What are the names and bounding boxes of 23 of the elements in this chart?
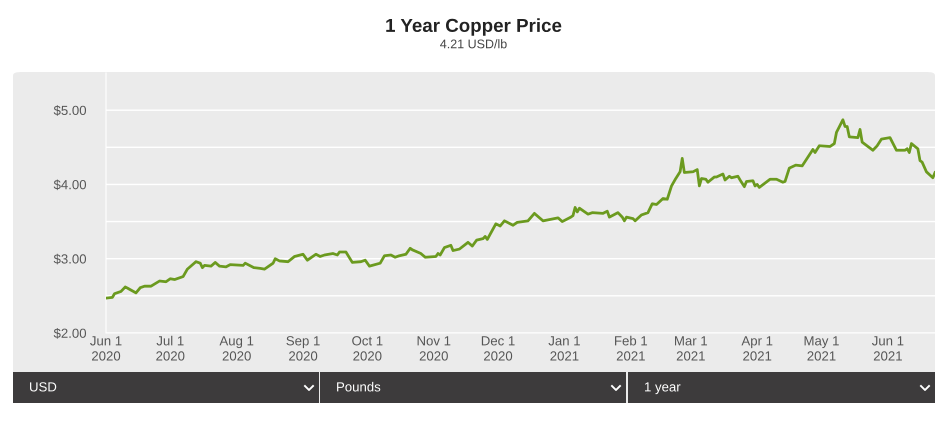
- x-tick-label: Dec 1 2020: [482, 336, 515, 361]
- text: Pounds: [337, 382, 380, 392]
- y-tick-label: $3.00: [54, 254, 86, 264]
- text: 1 year: [645, 382, 680, 394]
- line-series: [106, 118, 935, 300]
- x-tick-label: Jun 1 2021: [872, 336, 904, 361]
- y-tick-label: $5.00: [54, 105, 86, 116]
- x-tick-label: Oct 1 2020: [352, 336, 382, 361]
- x-tick-label: Nov 1 2020: [418, 336, 450, 361]
- x-tick-label: Mar 1 2021: [675, 336, 708, 361]
- y-tick-label: $4.00: [54, 179, 86, 190]
- x-tick-label: May 1 2021: [804, 336, 839, 361]
- x-tick-label: Apr 1 2021: [741, 336, 772, 361]
- x-tick-label: Jun 1 2020: [90, 336, 122, 361]
- chart-title: 1 Year Copper Price: [386, 18, 562, 36]
- x-tick-label: Feb 1 2021: [615, 336, 648, 361]
- x-tick-label: Jul 1 2020: [156, 336, 184, 361]
- text: USD: [30, 382, 56, 392]
- x-tick-label: Aug 1 2020: [219, 336, 254, 361]
- chart-subtitle: 4.21 USD/lb: [440, 39, 507, 48]
- x-tick-label: Jan 1 2021: [548, 336, 580, 361]
- x-tick-label: Sep 1 2020: [286, 336, 320, 361]
- y-tick-label: $2.00: [54, 328, 86, 339]
